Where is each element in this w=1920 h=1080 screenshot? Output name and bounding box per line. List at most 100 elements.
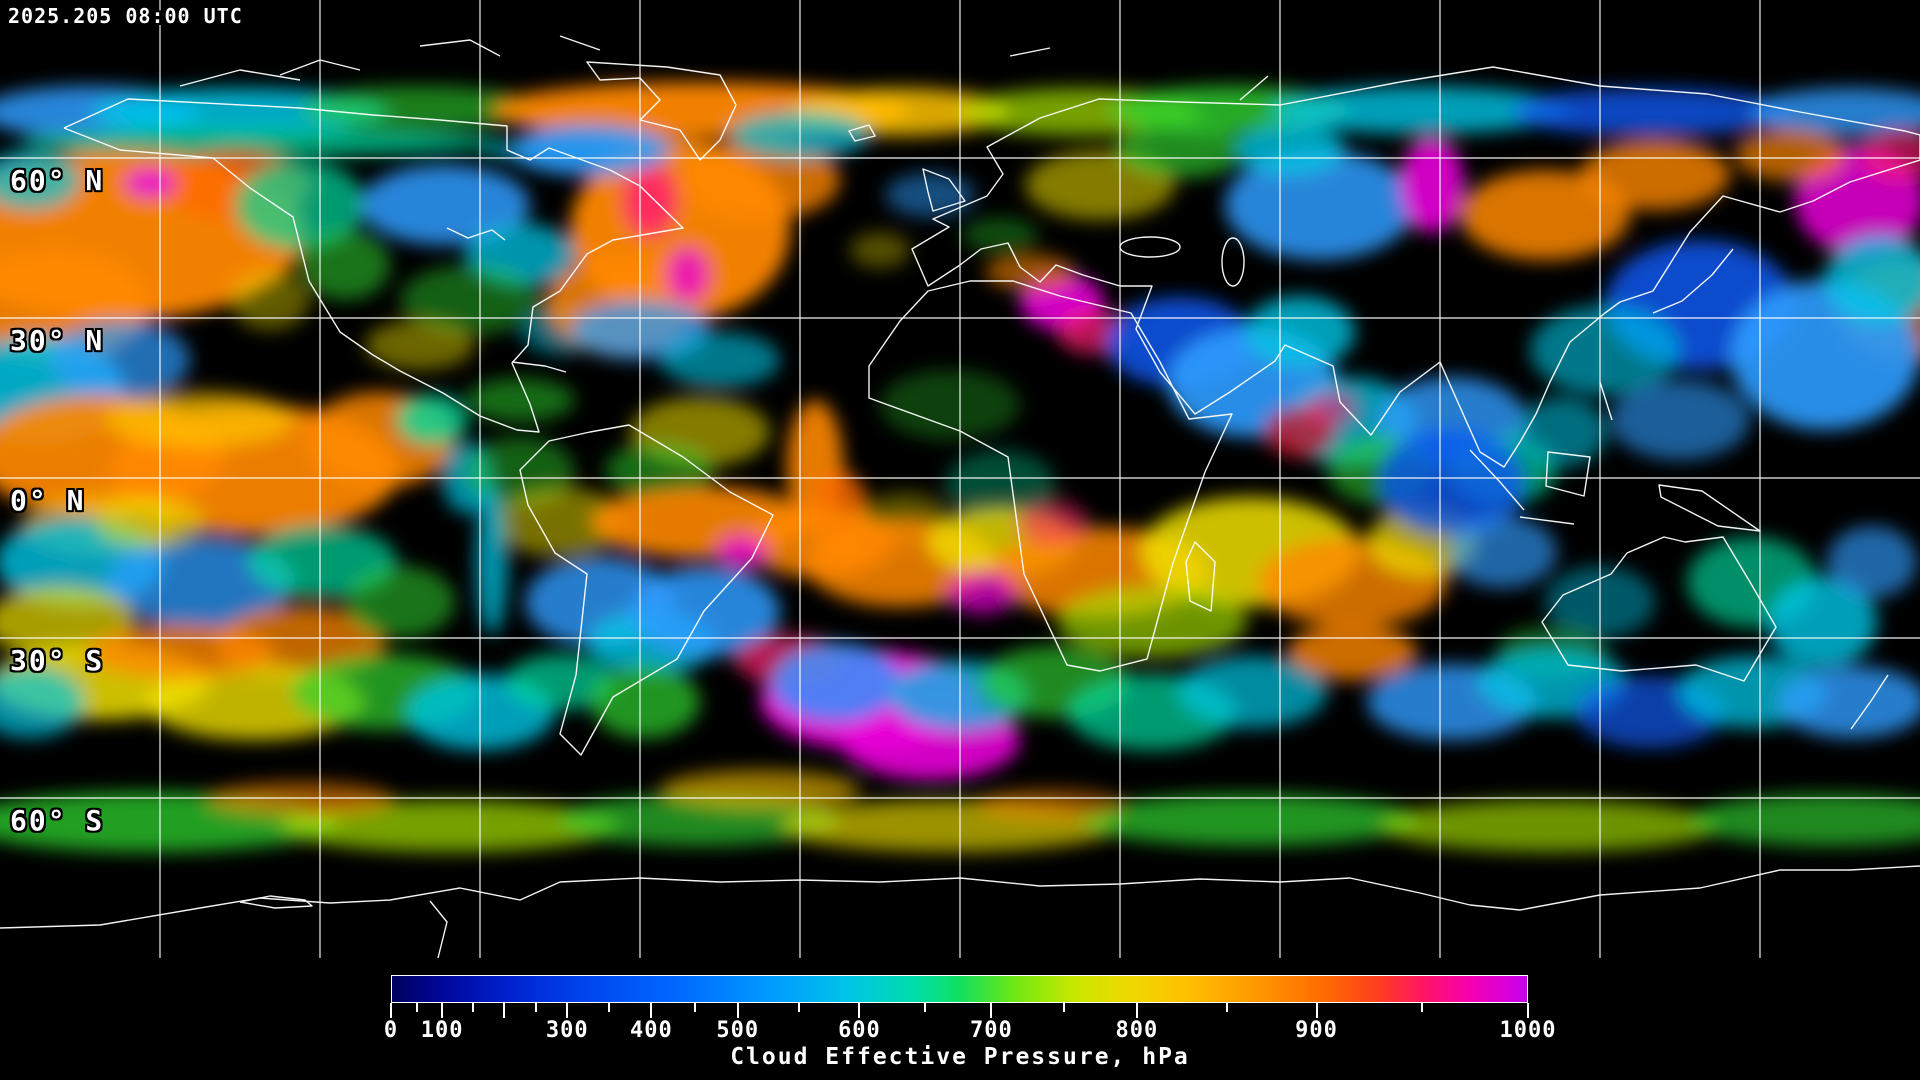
colorbar-tick-label: 100 — [420, 1018, 464, 1043]
cloud-blob — [946, 570, 1018, 614]
antarctic-islands — [239, 895, 313, 909]
coast-australia — [1541, 536, 1777, 682]
latitude-label: 30° S — [10, 644, 105, 677]
colorbar-minor-tick — [1421, 1003, 1424, 1012]
coast-iceland — [848, 124, 876, 142]
cloud-blob — [95, 496, 205, 548]
colorbar-major-tick — [441, 1003, 444, 1018]
cloud-blob — [622, 162, 678, 238]
coast-south-america — [519, 424, 774, 756]
colorbar-tick-label: 800 — [1115, 1018, 1159, 1043]
colorbar-minor-tick — [534, 1003, 537, 1012]
colorbar-minor-tick — [608, 1003, 611, 1012]
cloud-blob — [1690, 794, 1920, 846]
cloud-blob — [505, 654, 615, 710]
cloud-blob — [1400, 137, 1464, 233]
cloud-blob — [605, 442, 715, 498]
colorbar-minor-tick — [1225, 1003, 1228, 1012]
cloud-blob — [1016, 500, 1088, 544]
cloud-blob — [1827, 526, 1917, 598]
cloud-blob — [510, 124, 670, 176]
coast-eurasia — [911, 66, 1920, 468]
colorbar-tick-label: 500 — [716, 1018, 760, 1043]
coast-greenland — [586, 61, 737, 161]
colorbar-minor-tick — [797, 1003, 800, 1012]
cloud-blob — [465, 378, 575, 422]
colorbar-tick-label: 300 — [545, 1018, 589, 1043]
colorbar-major-tick — [503, 1003, 506, 1018]
coast-borneo — [1545, 451, 1591, 497]
cloud-blob — [590, 666, 700, 738]
colorbar-tick-label: 900 — [1295, 1018, 1338, 1043]
cloud-blob — [1377, 427, 1527, 537]
antarctic-peninsula — [429, 900, 448, 958]
cloud-blob — [1115, 122, 1245, 178]
cloud-blob — [300, 230, 390, 300]
cloud-blob — [124, 168, 176, 198]
cloud-blob — [476, 485, 508, 635]
cloud-blob — [1825, 235, 1920, 325]
colorbar-major-tick — [858, 1003, 861, 1018]
colorbar-ticks: 0 100 300 400 500 600 700 800 900 1000 — [384, 1003, 1555, 1049]
latitude-label: 60° N — [10, 164, 105, 197]
cloud-blob — [1580, 140, 1730, 210]
colorbar-major-tick — [1135, 1003, 1138, 1018]
arctic-islands-2 — [419, 39, 501, 57]
cloud-blob — [1517, 397, 1607, 467]
colorbar-minor-tick — [415, 1003, 418, 1012]
arctic-islands-3 — [559, 35, 601, 51]
cloud-blob — [850, 232, 910, 268]
cloud-blob — [630, 567, 780, 657]
coast-cuba — [511, 361, 567, 373]
colorbar-minor-tick — [472, 1003, 475, 1012]
colorbar-major-tick — [990, 1003, 993, 1018]
cloud-blob — [0, 150, 80, 210]
cloud-blob — [660, 332, 780, 388]
arctic-islands-4 — [179, 69, 301, 87]
cloud-blob — [660, 770, 860, 810]
cloud-blob — [1460, 170, 1630, 260]
coast-philippines — [1599, 381, 1613, 421]
cloud-blob — [962, 217, 1038, 253]
cloud-blob — [1304, 390, 1356, 426]
cloud-blob — [1235, 124, 1345, 176]
cloud-blob — [85, 624, 275, 680]
colorbar-major-tick — [566, 1003, 569, 1018]
cloud-blob — [716, 534, 768, 570]
colorbar-major-tick — [1315, 1003, 1318, 1018]
coast-north-america — [63, 98, 684, 433]
cloud-blob — [975, 789, 1125, 821]
cloud-blob — [1380, 800, 1720, 852]
colorbar-tick-label: 600 — [838, 1018, 881, 1043]
cloud-blob — [1287, 624, 1417, 680]
cloud-blob — [396, 394, 468, 446]
coast-java — [1519, 516, 1575, 525]
coast-new-zealand — [1850, 674, 1889, 730]
cloud-blob — [1225, 150, 1415, 260]
coast-sumatra — [1469, 449, 1525, 511]
cloud-blob — [1510, 88, 1790, 136]
cloud-blob — [1610, 380, 1750, 460]
latitude-label: 0° N — [10, 484, 86, 517]
colorbar-tick-label: 1000 — [1499, 1018, 1557, 1043]
cloud-blob — [1270, 86, 1570, 134]
cloud-blob — [1860, 129, 1920, 181]
coast-new-guinea — [1658, 484, 1761, 532]
cloud-blob — [1245, 296, 1355, 368]
cloud-blob — [205, 782, 395, 818]
coast-japan — [1652, 248, 1734, 314]
cloud-blob — [880, 370, 1020, 440]
cloud-blob — [105, 392, 295, 448]
caspian-sea-outline — [1221, 237, 1245, 287]
cloud-blob — [365, 320, 475, 370]
cloud-blob — [1177, 656, 1327, 728]
colorbar-title: Cloud Effective Pressure, hPa — [730, 1044, 1190, 1070]
svalbard-outline — [1009, 47, 1051, 57]
cloud-blob — [50, 320, 190, 400]
colorbar — [391, 975, 1528, 1003]
cloud-blob — [0, 666, 85, 738]
cloud-blob — [345, 566, 455, 638]
novaya-zemlya-outline — [1239, 75, 1269, 101]
cloud-blob — [1447, 516, 1557, 588]
